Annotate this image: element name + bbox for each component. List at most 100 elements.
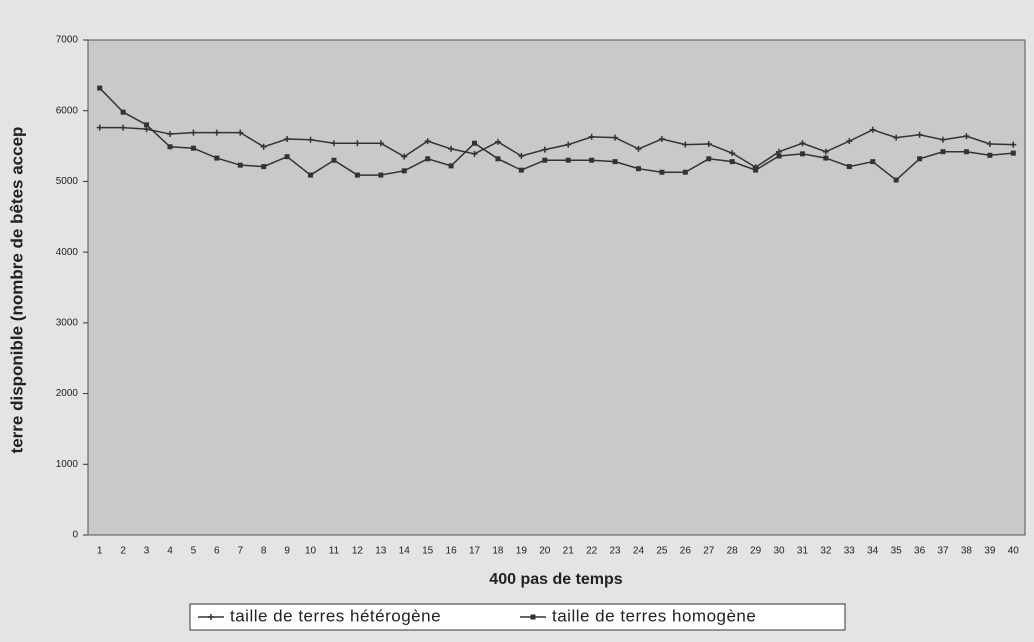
point — [472, 140, 478, 146]
x-tick-label: 23 — [610, 546, 622, 557]
point — [635, 166, 641, 172]
x-tick-label: 28 — [727, 546, 739, 557]
point — [682, 169, 688, 175]
point — [541, 146, 548, 153]
point — [308, 172, 314, 178]
point — [635, 145, 642, 152]
point — [518, 152, 525, 159]
point — [494, 138, 501, 145]
x-tick-label: 12 — [352, 546, 364, 557]
point — [729, 150, 736, 157]
x-tick-label: 2 — [120, 546, 126, 557]
y-tick-label: 2000 — [56, 388, 79, 399]
y-tick-label: 0 — [72, 530, 78, 541]
x-tick-label: 35 — [891, 546, 903, 557]
x-tick-label: 33 — [844, 546, 856, 557]
x-tick-label: 37 — [937, 546, 949, 557]
x-tick-label: 3 — [144, 546, 150, 557]
point — [330, 140, 337, 147]
point — [729, 159, 735, 165]
x-tick-label: 32 — [820, 546, 832, 557]
point — [893, 177, 899, 183]
point — [846, 138, 853, 145]
point — [565, 141, 572, 148]
point — [448, 163, 454, 169]
x-tick-label: 8 — [261, 546, 267, 557]
y-tick-label: 3000 — [56, 317, 79, 328]
point — [822, 148, 829, 155]
point — [354, 172, 360, 178]
x-tick-label: 13 — [375, 546, 387, 557]
point — [307, 136, 314, 143]
x-tick-label: 19 — [516, 546, 528, 557]
point — [705, 140, 712, 147]
series-line — [99, 126, 1014, 169]
legend — [189, 603, 846, 631]
point — [378, 172, 384, 178]
point — [612, 134, 619, 141]
point — [846, 164, 852, 170]
x-tick-label: 40 — [1008, 546, 1020, 557]
x-tick-label: 25 — [656, 546, 668, 557]
point — [284, 154, 290, 160]
x-axis-title: 400 pas de temps — [489, 571, 623, 588]
x-tick-label: 39 — [984, 546, 996, 557]
x-tick-label: 18 — [492, 546, 504, 557]
point — [120, 124, 127, 131]
point — [261, 164, 267, 170]
point — [682, 141, 689, 148]
y-tick-label: 1000 — [56, 459, 79, 470]
y-tick-label: 5000 — [56, 176, 79, 187]
point — [237, 129, 244, 136]
legend-label: taille de terres homogène — [552, 606, 756, 625]
point — [658, 136, 665, 142]
x-tick-label: 27 — [703, 546, 715, 557]
point — [425, 156, 431, 162]
point — [612, 159, 618, 165]
x-tick-label: 24 — [633, 546, 645, 557]
x-tick-label: 31 — [797, 546, 809, 557]
y-tick-label: 7000 — [56, 35, 79, 46]
point — [166, 131, 173, 138]
legend-label: taille de terres hétérogène — [230, 606, 441, 625]
point — [424, 138, 431, 145]
x-tick-label: 26 — [680, 546, 692, 557]
point — [331, 157, 337, 163]
point — [213, 129, 220, 136]
x-tick-label: 17 — [469, 546, 481, 557]
x-tick-label: 1 — [97, 546, 103, 557]
point — [940, 149, 946, 155]
point — [495, 156, 501, 162]
point — [401, 168, 407, 174]
x-tick-label: 14 — [399, 546, 411, 557]
x-tick-label: 16 — [446, 546, 458, 557]
x-tick-label: 36 — [914, 546, 926, 557]
point — [706, 156, 712, 162]
point — [167, 144, 173, 150]
series-line — [99, 87, 1014, 181]
point — [588, 133, 595, 140]
point — [401, 153, 408, 160]
point — [530, 614, 536, 620]
y-axis-title: terre disponible (nombre de bêtes accep — [7, 127, 26, 454]
x-tick-label: 10 — [305, 546, 317, 557]
x-tick-label: 34 — [867, 546, 879, 557]
point — [776, 153, 782, 159]
x-tick-label: 15 — [422, 546, 434, 557]
point — [1010, 150, 1016, 156]
point — [987, 152, 993, 158]
point — [565, 157, 571, 163]
point — [377, 140, 384, 147]
point — [893, 134, 900, 141]
point — [1010, 141, 1017, 148]
x-tick-label: 9 — [284, 546, 290, 557]
point — [260, 143, 267, 150]
point — [940, 136, 947, 143]
point — [659, 169, 665, 175]
point — [916, 131, 923, 138]
point — [144, 122, 150, 128]
point — [120, 109, 126, 115]
point — [284, 136, 291, 142]
point — [190, 129, 197, 136]
